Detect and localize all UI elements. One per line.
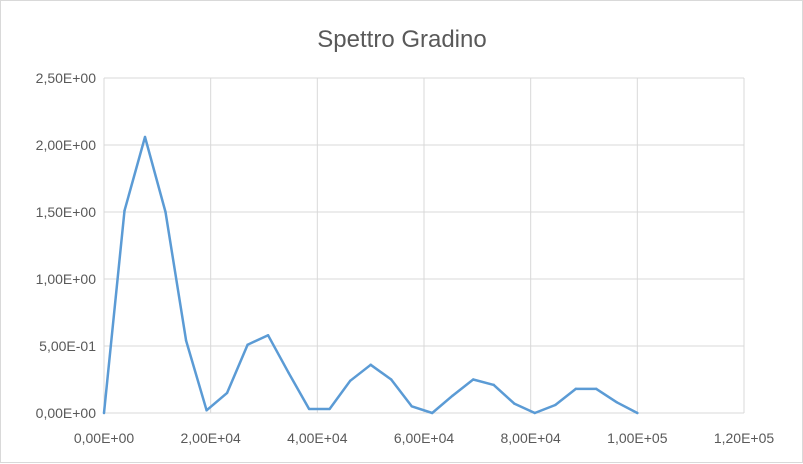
data-point — [123, 209, 126, 212]
data-point — [554, 403, 557, 407]
data-point — [205, 409, 208, 412]
x-tick-label: 4,00E+04 — [287, 430, 348, 446]
chart-title: Spettro Gradino — [317, 26, 486, 53]
data-point — [389, 378, 393, 381]
data-point — [102, 411, 106, 415]
y-tick-label: 0,00E+00 — [36, 405, 97, 421]
data-point — [533, 411, 536, 415]
data-point — [246, 343, 249, 346]
data-point — [492, 383, 495, 387]
x-tick-label: 2,00E+04 — [180, 430, 241, 446]
x-tick-label: 6,00E+04 — [394, 430, 455, 446]
data-point — [164, 210, 167, 214]
y-tick-label: 2,00E+00 — [36, 137, 97, 153]
y-tick-label: 2,50E+00 — [36, 70, 97, 86]
data-point — [328, 407, 331, 411]
data-point — [266, 334, 270, 337]
data-point — [143, 135, 147, 139]
data-point — [472, 378, 475, 381]
series-layer — [102, 135, 639, 415]
data-point — [348, 379, 352, 383]
y-axis-tick-labels: 0,00E+00 5,00E-01 1,00E+00 1,50E+00 2,00E+00… — [36, 70, 97, 421]
data-point — [595, 387, 598, 391]
y-tick-label: 1,00E+00 — [36, 271, 97, 287]
data-point — [513, 402, 516, 405]
data-point — [225, 391, 229, 395]
data-point — [184, 339, 188, 342]
x-tick-label: 0,00E+00 — [74, 430, 135, 446]
data-point — [574, 387, 577, 391]
series-line — [102, 135, 639, 415]
data-point — [307, 407, 311, 411]
data-point — [451, 394, 454, 397]
data-point — [287, 371, 290, 374]
gridlines — [104, 77, 745, 413]
x-tick-label: 1,00E+05 — [607, 430, 668, 446]
y-tick-label: 1,50E+00 — [36, 204, 97, 220]
data-point — [636, 411, 639, 415]
x-axis-tick-labels: 0,00E+00 2,00E+04 4,00E+04 6,00E+04 8,00E+04… — [74, 430, 775, 446]
data-point — [410, 405, 413, 408]
x-tick-label: 1,20E+05 — [714, 430, 775, 446]
data-point — [615, 401, 619, 404]
data-point — [431, 411, 434, 415]
y-tick-label: 5,00E-01 — [39, 338, 96, 354]
data-point — [369, 363, 372, 366]
x-tick-label: 8,00E+04 — [500, 430, 561, 446]
